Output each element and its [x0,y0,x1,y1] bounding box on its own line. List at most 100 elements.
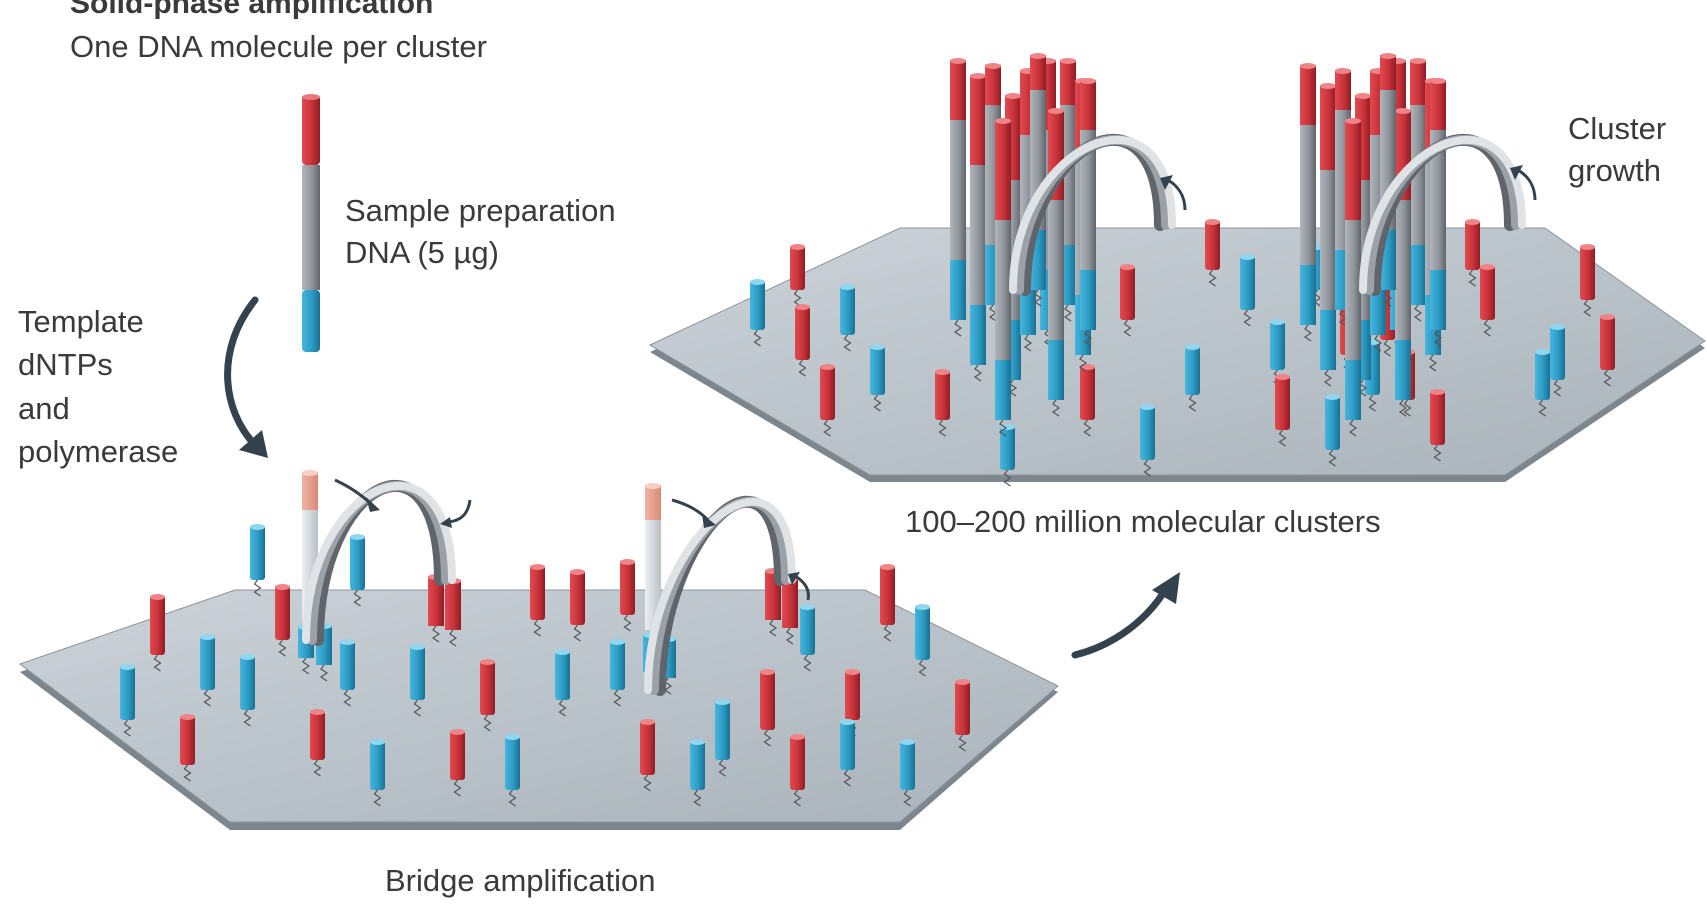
dna-strand [1240,254,1255,327]
growth-label-line-1: Cluster [1568,111,1667,146]
dna-strand [1465,219,1480,287]
template-label-line-4: polymerase [18,434,179,470]
sample-label-line-2: DNA (5 µg) [345,234,499,270]
cluster-growth-label: Cluster growth [1568,108,1666,192]
dna-strand [690,739,705,807]
dna-strand [370,739,385,807]
template-label-line-1: Template [18,304,144,339]
dna-strand [1275,374,1290,447]
diagram-title: Solid-phase amplification [70,0,434,20]
dna-strand [1430,389,1445,462]
dna-strand [820,364,835,437]
dna-strand [1030,53,1046,307]
dna-strand [645,483,661,647]
template-label-line-3: and [18,390,70,426]
dna-strand [250,524,265,597]
dna-strand [760,669,775,747]
dna-strand [570,569,585,642]
dna-strand [1140,404,1155,477]
template-label-line-2: dNTPs [18,347,113,383]
dna-strand [1480,264,1495,337]
sample-label-line-1: Sample preparation [345,193,616,228]
clusters-label: 100–200 million molecular clusters [905,504,1381,539]
dna-strand [1535,349,1550,417]
curved-arrow-icon [1160,175,1187,211]
dna-strand [795,304,810,377]
dna-strand [150,594,165,672]
template-label: Template dNTPs and polymerase [18,300,178,474]
dna-strand [1185,344,1200,412]
sample-preparation-label: Sample preparation DNA (5 µg) [345,190,616,274]
dna-strand [1300,63,1316,342]
bridge-arches [302,133,1526,696]
dna-strand [915,604,930,677]
dna-strand [1345,118,1361,437]
dna-strand [1120,264,1135,337]
dna-strand [1600,314,1615,387]
dna-strand-icon [302,94,320,352]
dna-strand [800,604,815,672]
dna-strand [715,699,730,777]
dna-strand [480,659,495,732]
curved-arrow-icon [224,296,268,458]
dna-strand [950,58,966,337]
bridge-amplification-label: Bridge amplification [385,863,656,898]
dna-strand [995,118,1011,437]
dna-strand [1080,364,1095,437]
dna-strand [1380,53,1396,307]
dna-strand [790,244,805,307]
dna-strand [120,664,135,737]
dna-strand [1550,324,1565,397]
dna-strand [1080,78,1096,347]
dna-strand [450,729,465,797]
dna-strand [1205,219,1220,287]
dna-strand [180,714,195,782]
dna-strand [240,654,255,727]
dna-strand [350,534,365,607]
curved-arrow-icon [440,499,472,528]
dna-strand [340,639,355,707]
dna-strand [1410,58,1426,322]
dna-strand [1430,78,1446,347]
bridge-arch-icon [644,495,796,696]
bridge-arch-icon [1009,133,1176,296]
curved-arrow-icon [1071,572,1180,659]
dna-strand [610,639,625,707]
dna-strand [620,559,635,632]
flow-cell-plates [18,227,1706,830]
dna-strand [900,739,915,807]
dna-strand [310,709,325,777]
dna-strand [1000,424,1015,487]
curved-arrow-icon [788,572,810,601]
growth-label-line-2: growth [1568,152,1662,188]
dna-strand [935,369,950,437]
dna-strand [505,734,520,807]
dna-strand [1580,244,1595,317]
dna-strand [275,584,290,657]
dna-strand [970,73,986,382]
bridge-arch-icon [302,479,456,646]
dna-strand [640,719,655,792]
dna-strand [955,679,970,752]
dna-strand [870,344,885,412]
dna-strand [1325,394,1340,467]
dna-strand [1395,108,1411,417]
dna-strand [555,649,570,717]
dna-strand [1048,108,1064,417]
curved-arrow-icon [1510,165,1537,201]
dna-strand [840,719,855,787]
dna-strand [845,669,860,737]
dna-strand [410,644,425,717]
dna-strand [530,564,545,637]
dna-strand [840,284,855,352]
dna-strand [200,634,215,707]
dna-strand [1320,83,1336,387]
dna-strand [880,564,895,642]
dna-strand [750,279,765,347]
dna-strand [790,734,805,807]
diagram-subtitle: One DNA molecule per cluster [70,29,487,64]
curved-arrow-icon [671,498,716,528]
curved-arrow-icon [334,478,380,512]
small-arrows [334,165,1537,601]
